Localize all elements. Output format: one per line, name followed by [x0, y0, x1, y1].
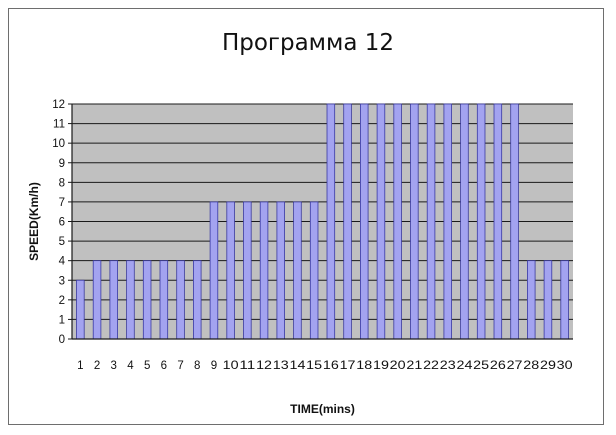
x-tick-label: 2	[94, 360, 100, 372]
y-tick-label: 6	[59, 217, 65, 229]
y-tick-label: 7	[59, 197, 65, 209]
bar	[76, 279, 85, 340]
bar	[193, 260, 202, 340]
y-tick-label: 1	[59, 314, 65, 326]
y-tick-label: 10	[52, 138, 65, 150]
bar	[443, 103, 452, 340]
x-tick-label: 17	[340, 360, 356, 372]
x-tick-label: 4	[127, 360, 134, 372]
bar	[510, 103, 519, 340]
bar	[109, 260, 118, 340]
bar	[259, 201, 269, 340]
bar	[276, 201, 285, 340]
bar	[326, 103, 336, 340]
bar	[543, 260, 553, 340]
x-tick-label: 13	[273, 360, 289, 372]
x-tick-label: 11	[239, 360, 255, 372]
y-tick-label: 8	[59, 177, 65, 189]
bar	[209, 201, 219, 340]
bar	[142, 260, 152, 340]
y-tick-label: 9	[59, 158, 65, 170]
bar	[126, 260, 135, 340]
bar	[360, 103, 369, 340]
x-tick-labels: 1 2 3 4 5 6 7 8 9 10 11 12 13 14 15 16 17 18 19 20 21 22 23 24 2…	[77, 360, 572, 372]
x-tick-label: 25	[473, 360, 489, 372]
x-tick-label: 21	[406, 360, 422, 372]
y-tick-label: 3	[59, 275, 65, 287]
x-tick-label: 18	[356, 360, 372, 372]
bar	[293, 201, 302, 340]
chart-title: Программа 12	[221, 30, 395, 56]
x-tick-label: 23	[440, 360, 456, 372]
bars	[76, 103, 569, 340]
bar	[376, 103, 386, 340]
y-tick-label: 2	[59, 295, 65, 307]
bar	[92, 260, 102, 340]
x-tick-label: 5	[144, 360, 150, 372]
y-axis-label: SPEED(Km/h)	[27, 182, 41, 261]
bar	[460, 103, 469, 340]
x-tick-label: 19	[373, 360, 389, 372]
x-tick-label: 12	[256, 360, 272, 372]
x-tick-label: 29	[540, 360, 556, 372]
bar	[560, 260, 569, 340]
x-tick-label: 16	[323, 360, 339, 372]
x-axis-label: TIME(mins)	[290, 402, 355, 416]
bar	[159, 260, 169, 340]
x-tick-label: 15	[306, 360, 322, 372]
y-tick-label: 4	[59, 256, 66, 268]
x-tick-label: 1	[77, 360, 83, 372]
y-tick-label: 12	[52, 99, 65, 111]
bar	[309, 201, 319, 340]
x-tick-label: 6	[161, 360, 167, 372]
gridlines	[72, 103, 573, 320]
x-tick-label: 28	[523, 360, 539, 372]
x-tick-label: 7	[177, 360, 183, 372]
x-tick-label: 26	[490, 360, 506, 372]
x-tick-label: 30	[557, 360, 573, 372]
bar	[493, 103, 503, 340]
x-tick-label: 8	[194, 360, 200, 372]
x-tick-label: 3	[111, 360, 117, 372]
bar	[410, 103, 419, 340]
bar	[243, 201, 252, 340]
x-tick-label: 27	[507, 360, 523, 372]
bar	[476, 103, 486, 340]
x-tick-label: 20	[390, 360, 406, 372]
bar	[393, 103, 402, 340]
x-tick-label: 24	[457, 360, 474, 372]
y-tick-label: 0	[59, 334, 65, 346]
y-tick-label: 5	[59, 236, 65, 248]
y-tick-label: 11	[53, 119, 65, 131]
x-tick-label: 10	[223, 360, 239, 372]
x-tick-label: 14	[290, 360, 307, 372]
bar	[343, 103, 352, 340]
x-tick-label: 9	[211, 360, 217, 372]
bar	[226, 201, 235, 340]
bar	[176, 260, 185, 340]
bar	[527, 260, 536, 340]
x-tick-label: 22	[423, 360, 439, 372]
bar	[426, 103, 436, 340]
